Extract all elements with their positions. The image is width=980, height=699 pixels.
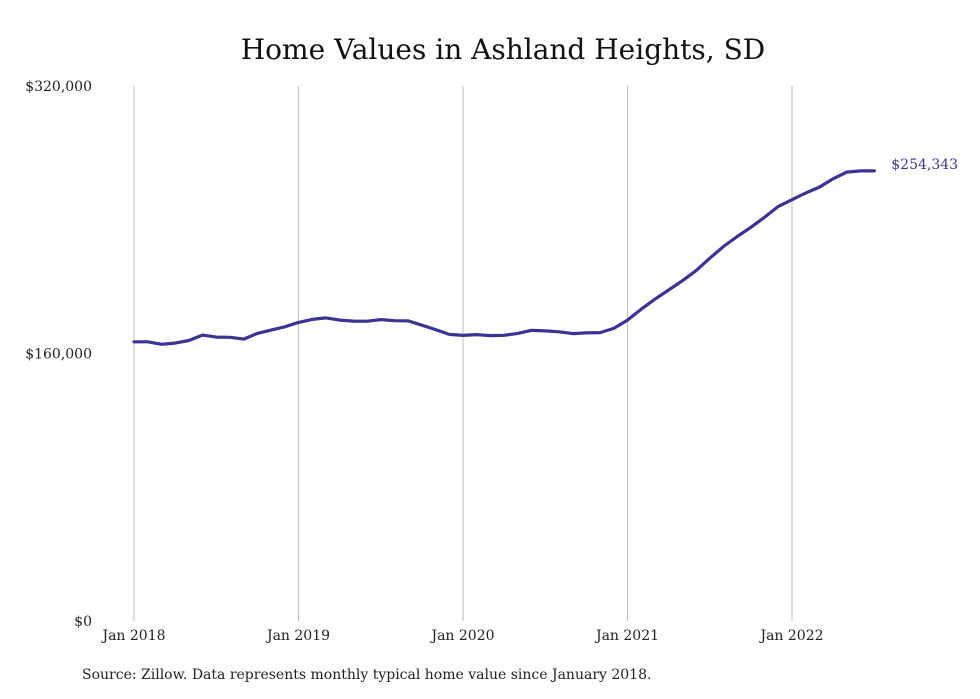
y-tick-label: $160,000 [25, 347, 92, 363]
x-tick-label: Jan 2021 [594, 628, 659, 644]
chart-title: Home Values in Ashland Heights, SD [241, 33, 765, 66]
x-axis-ticks: Jan 2018 Jan 2019 Jan 2020 Jan 2021 Jan 2022 [100, 628, 823, 644]
gridlines [133, 86, 793, 621]
y-tick-label: $0 [74, 614, 92, 630]
y-axis-ticks: $0 $160,000 $320,000 [25, 79, 92, 630]
end-value-label: $254,343 [891, 157, 958, 173]
y-tick-label: $320,000 [25, 79, 92, 95]
x-tick-label: Jan 2019 [265, 628, 330, 644]
source-note: Source: Zillow. Data represents monthly … [82, 667, 652, 683]
x-tick-label: Jan 2018 [100, 628, 165, 644]
x-tick-label: Jan 2022 [758, 628, 823, 644]
x-tick-label: Jan 2020 [429, 628, 494, 644]
home-values-chart: Home Values in Ashland Heights, SD $0 $16… [25, 33, 958, 644]
series-line-home-value [132, 169, 876, 346]
